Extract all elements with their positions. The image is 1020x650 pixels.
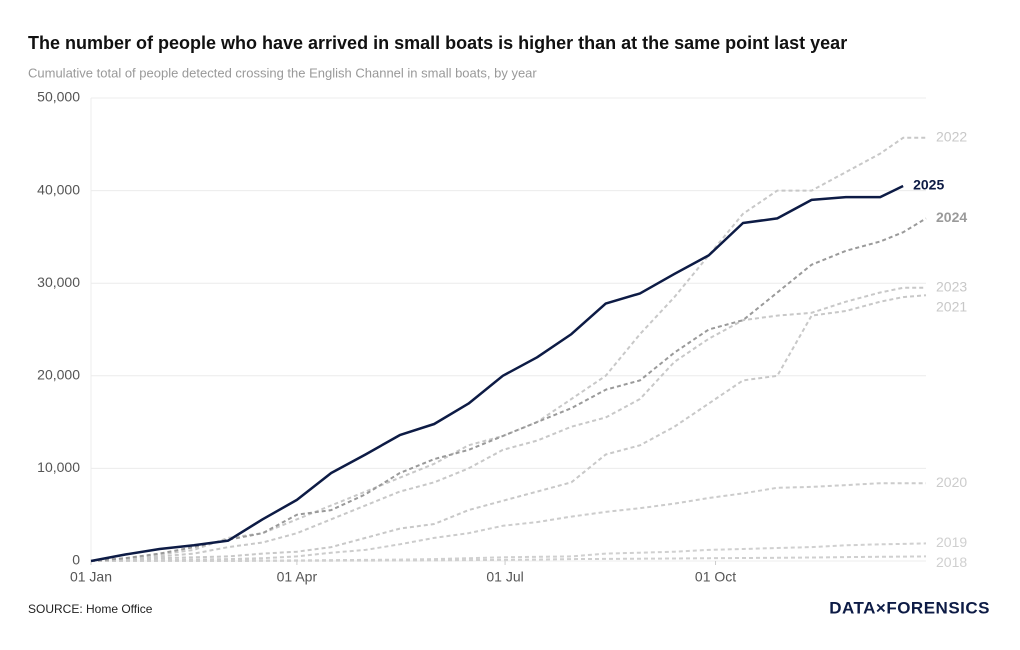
x-tick-label: 01 Jan — [70, 569, 112, 585]
y-tick-label: 50,000 — [37, 89, 80, 105]
x-tick-label: 01 Apr — [277, 569, 318, 585]
series-label: 2022 — [936, 129, 967, 145]
y-tick-label: 40,000 — [37, 181, 80, 197]
chart-subtitle: Cumulative total of people detected cros… — [28, 65, 537, 80]
series-label: 2020 — [936, 474, 967, 490]
series-label: 2025 — [913, 177, 944, 193]
series-label: 2018 — [936, 554, 967, 570]
series-label: 2021 — [936, 299, 967, 315]
series-line — [90, 217, 927, 562]
y-tick-label: 30,000 — [37, 274, 80, 290]
x-tick-label: 01 Oct — [695, 569, 736, 585]
logo: DATA×FORENSICS — [829, 598, 990, 617]
series-line — [90, 184, 904, 563]
series-label: 2023 — [936, 279, 967, 295]
y-tick-label: 10,000 — [37, 459, 80, 475]
source: SOURCE: Home Office — [28, 602, 153, 616]
series-label: 2019 — [936, 534, 967, 550]
series-line — [90, 286, 926, 562]
series-line — [90, 136, 926, 562]
series-line — [91, 555, 927, 562]
y-tick-label: 20,000 — [37, 367, 80, 383]
x-tick-label: 01 Jul — [486, 569, 523, 585]
chart-title: The number of people who have arrived in… — [28, 33, 847, 53]
series-line — [90, 482, 926, 562]
y-tick-label: 0 — [72, 552, 80, 568]
series-line — [90, 542, 927, 562]
series-line — [90, 294, 927, 562]
series-label: 2024 — [936, 209, 967, 225]
